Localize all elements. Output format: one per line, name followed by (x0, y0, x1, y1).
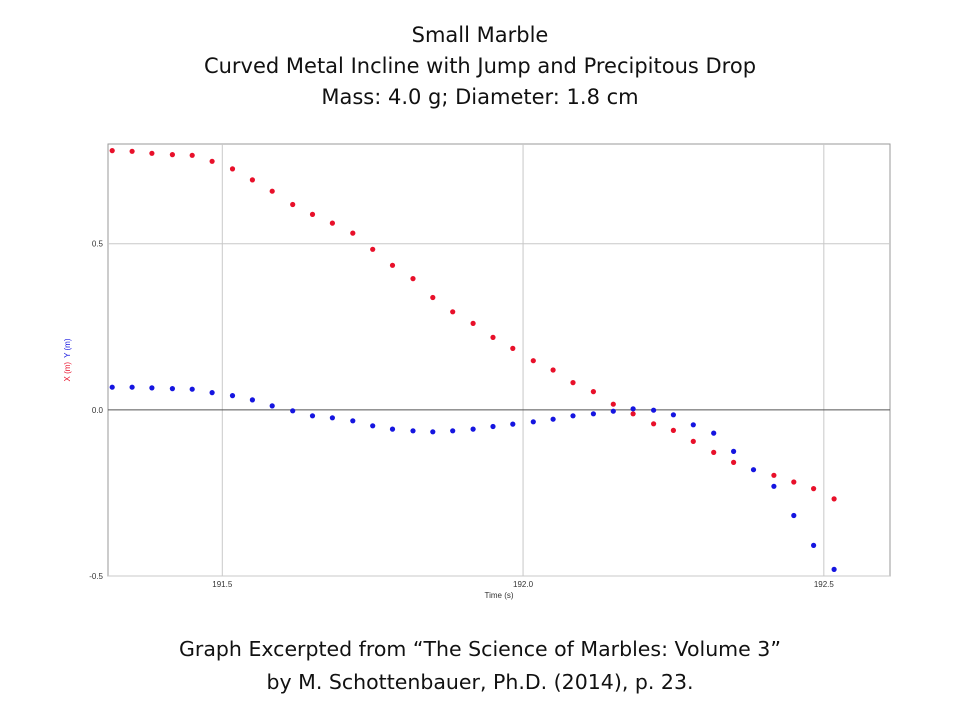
x-data-point (470, 320, 476, 326)
y-data-point (490, 423, 496, 430)
y-data-point (450, 428, 456, 434)
x-data-point (450, 309, 456, 315)
x-data-point (129, 148, 135, 154)
y-axis-title-x: X (m) (63, 362, 72, 382)
title-line-2: Curved Metal Incline with Jump and Preci… (203, 54, 757, 78)
y-data-point (811, 542, 817, 549)
x-data-point (229, 166, 236, 172)
x-tick-label: 192.5 (814, 580, 835, 589)
title-line-1: Small Marble (411, 23, 549, 47)
x-data-point (350, 230, 356, 236)
y-data-point (630, 406, 636, 412)
y-data-point (209, 390, 215, 396)
y-data-point (249, 397, 255, 403)
chart-title: Small Marble Curved Metal Incline with J… (0, 20, 960, 113)
y-data-point (470, 426, 476, 432)
y-data-point (149, 385, 155, 391)
plot-frame (107, 143, 891, 577)
x-data-point (209, 158, 215, 164)
y-data-point (430, 429, 436, 435)
figure-caption: Graph Excerpted from “The Science of Mar… (0, 633, 960, 699)
x-axis-title: Time (s) (484, 591, 513, 600)
x-data-point (290, 201, 296, 208)
y-data-point (690, 422, 696, 428)
y-data-point (711, 430, 717, 436)
y-data-point (570, 413, 576, 419)
y-axis-title: X (m) Y (m) (63, 338, 72, 381)
x-data-point (570, 380, 576, 386)
x-data-point (550, 367, 556, 373)
y-data-point (610, 408, 616, 414)
x-data-point (169, 152, 175, 158)
x-data-point (670, 427, 677, 433)
y-data-point (530, 419, 536, 425)
x-data-point (149, 150, 155, 156)
x-data-point (651, 421, 657, 427)
x-data-point (189, 152, 195, 158)
y-data-point (169, 386, 175, 392)
x-data-point (590, 389, 597, 395)
y-data-point (129, 384, 135, 390)
y-data-point (309, 413, 316, 419)
x-data-point (109, 148, 115, 154)
caption-line-2: by M. Schottenbauer, Ph.D. (2014), p. 23… (266, 670, 694, 694)
points-layer (109, 148, 837, 573)
x-data-point (249, 177, 255, 183)
y-data-point (269, 403, 275, 409)
x-data-point (329, 220, 335, 226)
x-tick-label: 191.5 (212, 580, 233, 589)
x-data-point (711, 449, 717, 455)
y-data-point (731, 448, 737, 454)
y-data-point (389, 426, 396, 432)
y-data-point (329, 415, 335, 421)
y-data-point (670, 412, 677, 418)
x-data-point (530, 358, 536, 364)
x-data-point (410, 276, 416, 282)
y-tick-label: 0.0 (92, 406, 104, 415)
x-data-point (690, 438, 696, 444)
caption-line-1: Graph Excerpted from “The Science of Mar… (179, 637, 781, 661)
x-data-point (510, 345, 516, 351)
x-data-point (630, 411, 636, 417)
y-tick-label: 0.5 (92, 240, 104, 249)
y-data-point (109, 384, 115, 390)
series-y-position (109, 384, 837, 573)
title-line-3: Mass: 4.0 g; Diameter: 1.8 cm (321, 85, 639, 109)
grid-layer (108, 144, 890, 577)
x-data-point (731, 459, 737, 465)
y-data-point (229, 393, 236, 399)
x-data-point (610, 401, 616, 407)
y-data-point (370, 423, 376, 429)
y-axis-title-y: Y (m) (63, 338, 72, 358)
y-data-point (750, 467, 757, 473)
x-data-point (269, 188, 275, 194)
y-data-point (410, 428, 416, 434)
x-tick-label: 192.0 (513, 580, 534, 589)
x-data-point (831, 496, 837, 502)
x-data-point (771, 472, 777, 478)
y-data-point (791, 512, 797, 519)
x-data-point (811, 486, 817, 492)
y-data-point (350, 418, 356, 424)
x-data-point (791, 479, 797, 485)
y-data-point (590, 411, 597, 417)
y-data-point (831, 566, 837, 573)
ticks-layer: 191.5 192.0 192.5 0.5 0.0 -0.5 (89, 240, 834, 589)
y-data-point (771, 483, 777, 489)
y-data-point (510, 421, 516, 427)
y-data-point (189, 386, 195, 392)
x-data-point (370, 246, 376, 252)
y-tick-label: -0.5 (89, 572, 103, 581)
series-x-position (109, 148, 837, 502)
y-data-point (651, 407, 657, 413)
x-data-point (309, 211, 316, 217)
x-data-point (389, 262, 396, 268)
y-data-point (550, 416, 556, 422)
x-data-point (430, 294, 436, 301)
x-data-point (490, 334, 496, 340)
y-data-point (290, 408, 296, 414)
